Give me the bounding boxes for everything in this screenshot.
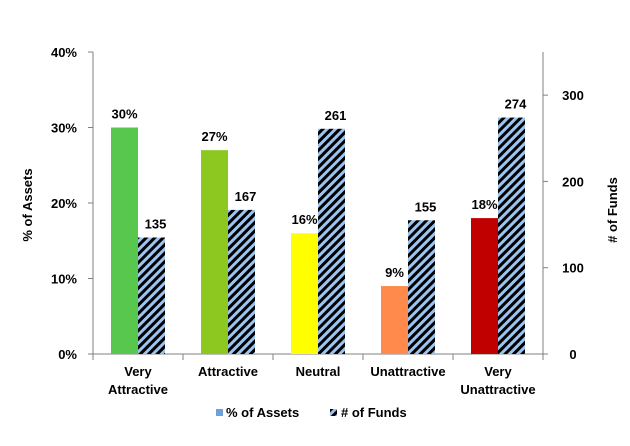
data-label-pct-assets: 9% (385, 265, 404, 280)
y-tick-label: 20% (51, 196, 77, 211)
legend-label-num-funds: # of Funds (341, 405, 407, 420)
x-tick-label: Very Attractive (108, 364, 168, 397)
y2-axis-label: # of Funds (605, 177, 620, 243)
bar-num-funds (498, 117, 525, 354)
legend-label-pct-assets: % of Assets (226, 405, 299, 420)
bar-num-funds (408, 220, 435, 354)
data-label-num-funds: 155 (415, 199, 437, 214)
data-label-num-funds: 167 (235, 189, 257, 204)
x-tick-label: Neutral (296, 364, 341, 379)
bar-pct-assets (471, 218, 498, 354)
y2-tick-label: 200 (562, 174, 584, 189)
data-label-pct-assets: 27% (201, 129, 227, 144)
bar-num-funds (138, 237, 165, 354)
bar-num-funds (318, 128, 345, 354)
y-tick-label: 30% (51, 121, 77, 136)
y-axis-label: % of Assets (20, 168, 35, 241)
x-tick-label: Attractive (198, 364, 258, 379)
legend-swatch-pct-assets (216, 409, 223, 416)
data-label-pct-assets: 30% (111, 107, 137, 122)
data-label-pct-assets: 18% (471, 197, 497, 212)
x-tick-label: Unattractive (370, 364, 445, 379)
y-tick-label: 40% (51, 45, 77, 60)
y2-tick-label: 300 (562, 88, 584, 103)
bar-pct-assets (201, 150, 228, 354)
bar-num-funds (228, 209, 255, 354)
data-label-pct-assets: 16% (291, 212, 317, 227)
data-label-num-funds: 135 (145, 217, 167, 232)
y-tick-label: 0% (58, 347, 77, 362)
data-label-num-funds: 274 (505, 97, 527, 112)
bar-pct-assets (381, 286, 408, 354)
y2-tick-label: 100 (562, 261, 584, 276)
bar-pct-assets (111, 127, 138, 354)
x-tick-label: Very Unattractive (460, 364, 535, 397)
y2-tick-label: 0 (569, 347, 576, 362)
legend-swatch-num-funds (330, 409, 337, 416)
bar-pct-assets (291, 233, 318, 354)
chart-marks: 0% 10% 20% 30% 40% 0 100 200 300 30% 135 Very Attrac… (51, 45, 584, 420)
y-tick-label: 10% (51, 272, 77, 287)
data-label-num-funds: 261 (325, 108, 347, 123)
